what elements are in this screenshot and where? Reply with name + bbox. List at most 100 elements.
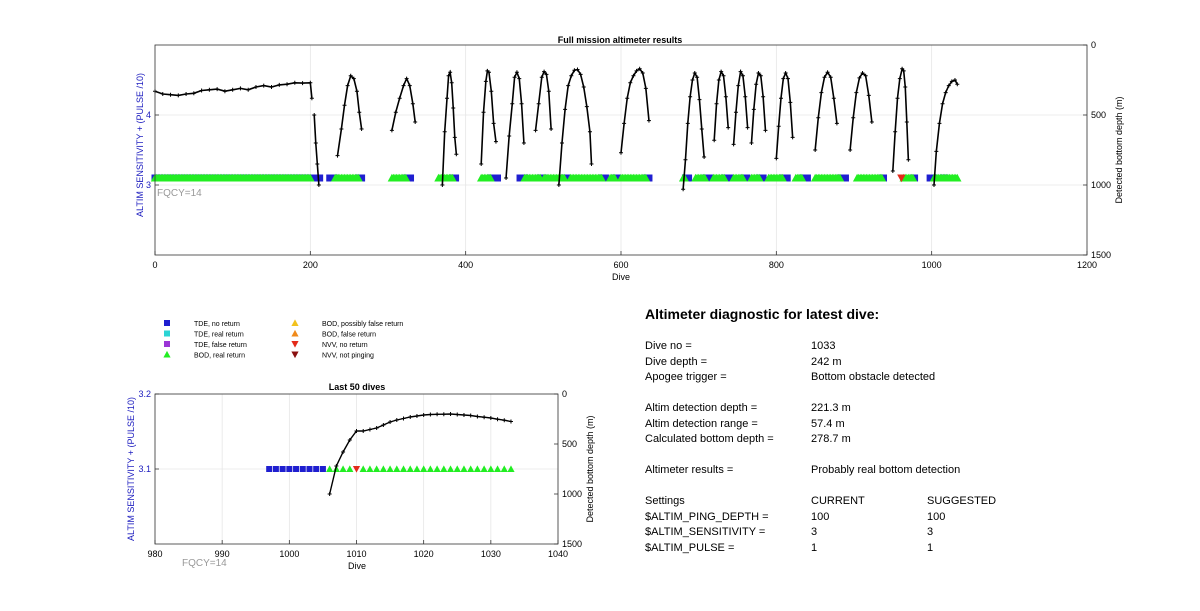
- bod-real-return-marker: [440, 465, 448, 472]
- bottom-depth-point: [504, 176, 509, 180]
- bottom-depth-point: [388, 420, 393, 424]
- bottom-depth-point: [721, 73, 726, 78]
- bottom-depth-point: [536, 101, 541, 106]
- bottom-depth-point: [751, 107, 756, 112]
- legend-label: NVV, not pinging: [322, 353, 374, 360]
- bottom-depth-point: [277, 82, 282, 87]
- tde-no-return-marker: [358, 174, 366, 182]
- bottom-depth-point: [848, 148, 853, 152]
- legend-marker: [291, 341, 299, 348]
- bottom-depth-point: [230, 87, 235, 92]
- small-annotation: FQCY=14: [182, 558, 227, 569]
- bottom-depth-point: [699, 127, 704, 131]
- bottom-depth-point: [646, 118, 651, 123]
- bod-real-return-marker: [366, 465, 374, 472]
- bottom-depth-point: [778, 96, 783, 101]
- bod-real-return-marker: [560, 173, 569, 182]
- bod-real-return-marker: [399, 465, 408, 472]
- x-tick-label: 1040: [548, 549, 568, 559]
- bottom-depth-point: [347, 438, 352, 442]
- bottom-depth-line: [892, 66, 910, 172]
- legend-marker: [291, 319, 299, 326]
- legend-label: TDE, false return: [194, 342, 247, 349]
- small-data-marks: [266, 412, 515, 496]
- bottom-depth-point: [785, 76, 790, 81]
- main-chart-title: Full mission altimeter results: [558, 35, 683, 45]
- bottom-depth-point: [292, 80, 297, 85]
- bottom-depth-point: [745, 125, 750, 130]
- bottom-depth-point: [934, 149, 939, 154]
- bottom-depth-point: [869, 120, 874, 124]
- bottom-depth-point: [695, 75, 700, 80]
- bottom-depth-point: [831, 96, 836, 101]
- bottom-depth-point: [723, 94, 728, 99]
- bod-real-return-marker: [500, 465, 508, 472]
- bottom-depth-point: [269, 85, 274, 89]
- bottom-depth-point: [300, 81, 305, 86]
- bod-real-return-marker: [480, 465, 488, 472]
- bottom-depth-point: [401, 83, 406, 88]
- bottom-depth-point: [819, 90, 824, 95]
- bod-real-return-marker: [386, 465, 394, 472]
- bod-real-return-marker: [460, 465, 468, 472]
- bottom-depth-point: [758, 73, 763, 78]
- main-ylabel-right: Detected bottom depth (m): [1114, 96, 1124, 203]
- bottom-depth-point: [428, 412, 433, 417]
- bod-real-return-marker: [877, 173, 887, 182]
- bottom-depth-point: [309, 96, 314, 101]
- bottom-depth-point: [253, 85, 258, 89]
- bottom-depth-point: [860, 71, 865, 75]
- bottom-depth-point: [486, 70, 491, 75]
- x-tick-label: 400: [458, 260, 473, 270]
- bottom-depth-point: [940, 101, 945, 106]
- y-right-tick-label: 0: [1091, 40, 1096, 50]
- results-row: Altimeter results = Probably real bottom …: [645, 464, 1165, 480]
- bottom-depth-point: [549, 127, 554, 131]
- bottom-depth-point: [539, 75, 544, 80]
- bottom-depth-line: [558, 68, 593, 186]
- bod-real-return-marker: [597, 173, 606, 182]
- x-tick-label: 0: [152, 260, 157, 270]
- bottom-depth-point: [952, 78, 957, 82]
- bottom-depth-point: [863, 73, 868, 78]
- bottom-depth-point: [589, 162, 594, 166]
- bottom-depth-point: [507, 134, 512, 138]
- setting-name: $ALTIM_PING_DEPTH =: [645, 510, 769, 523]
- bottom-depth-point: [943, 90, 948, 95]
- bottom-depth-point: [407, 83, 412, 88]
- bottom-depth-point: [955, 82, 960, 87]
- altim-depth-label: Altim detection depth =: [645, 402, 758, 414]
- bottom-depth-point: [738, 69, 743, 74]
- bottom-depth-point: [572, 68, 577, 73]
- bottom-depth-point: [461, 413, 466, 417]
- bottom-depth-point: [488, 416, 493, 420]
- bottom-depth-point: [315, 162, 320, 166]
- bod-real-return-marker: [755, 173, 764, 182]
- bod-real-return-marker: [426, 465, 434, 472]
- bottom-depth-point: [622, 121, 627, 126]
- bottom-depth-point: [339, 127, 344, 131]
- last-50-dives-chart: Last 50 dives 980 990 1000 1010 1020 1030 1040…: [126, 382, 595, 571]
- bottom-depth-point: [556, 183, 561, 187]
- tde-no-return-marker: [407, 174, 415, 182]
- tde-no-return-marker: [759, 174, 767, 182]
- bod-real-return-marker: [778, 173, 787, 182]
- bottom-depth-point: [790, 135, 795, 140]
- bottom-depth-point: [246, 87, 251, 92]
- bottom-depth-point: [893, 129, 898, 134]
- y-left-tick-label: 3.2: [138, 389, 151, 399]
- y-right-tick-label: 500: [562, 439, 577, 449]
- bottom-depth-point: [361, 429, 366, 433]
- bottom-depth-point: [692, 71, 697, 75]
- tde-no-return-marker: [726, 174, 734, 182]
- bod-real-return-marker: [610, 173, 619, 182]
- apogee-label: Apogee trigger =: [645, 371, 727, 383]
- legend-label: TDE, no return: [194, 321, 240, 328]
- bod-real-return-marker: [359, 465, 367, 472]
- settings-header-row: Settings CURRENT SUGGESTED: [645, 495, 1165, 511]
- tde-no-return-marker: [685, 174, 693, 182]
- tde-no-return-marker: [266, 466, 273, 472]
- bottom-depth-point: [508, 419, 513, 424]
- tde-no-return-marker: [316, 174, 324, 182]
